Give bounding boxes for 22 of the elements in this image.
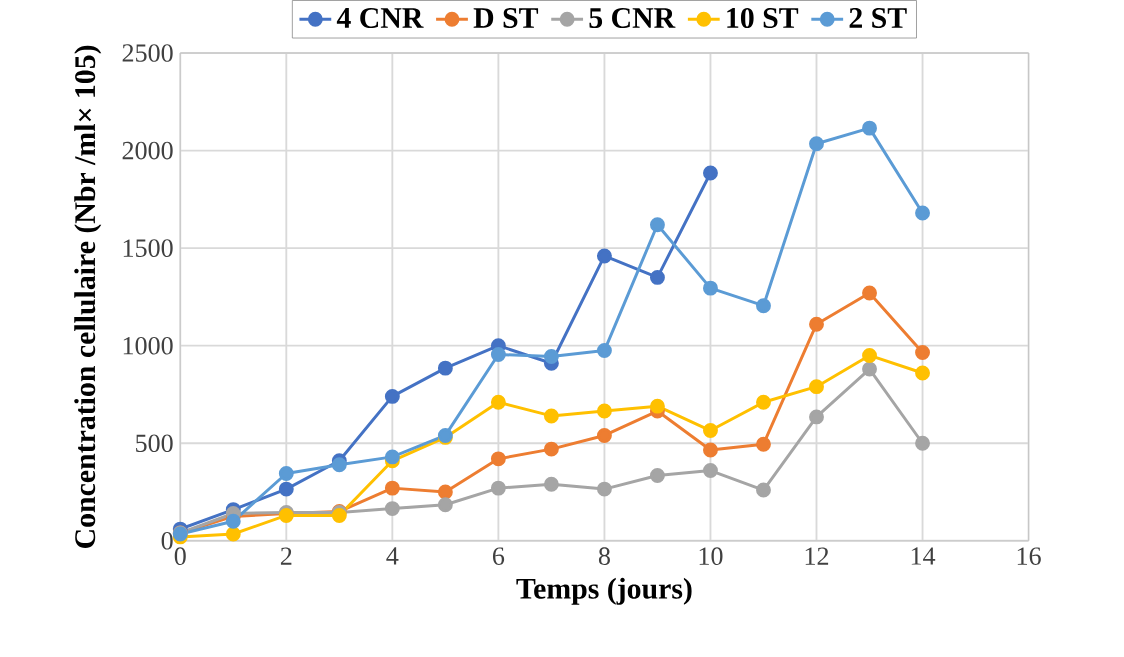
y-tick-label: 1000 xyxy=(123,336,173,355)
y-tick-label: 500 xyxy=(136,434,173,452)
x-tick-label: 0 xyxy=(174,547,186,565)
legend-label: 2 ST xyxy=(849,7,907,28)
legend-label: 4 CNR xyxy=(336,7,424,28)
x-tick-label: 16 xyxy=(1017,547,1041,565)
y-axis-title: Concentration cellulaire (Nbr /ml× 105) xyxy=(74,45,102,548)
legend-label: 10 ST xyxy=(727,7,799,28)
x-tick-label: 2 xyxy=(280,547,292,565)
legend-label: D ST xyxy=(473,7,539,28)
x-tick-label: 14 xyxy=(911,547,936,565)
x-tick-label: 10 xyxy=(699,547,723,565)
x-axis-title: Temps (jours) xyxy=(516,577,692,605)
y-tick-label: 2000 xyxy=(122,141,173,160)
y-tick-label: 2500 xyxy=(122,43,173,62)
legend-label: 5 CNR xyxy=(589,7,676,28)
x-tick-label: 4 xyxy=(386,547,399,565)
x-tick-label: 8 xyxy=(598,547,610,565)
y-tick-label: 0 xyxy=(161,531,173,550)
y-tick-label: 1500 xyxy=(123,239,173,257)
x-tick-label: 6 xyxy=(492,547,505,565)
x-tick-label: 12 xyxy=(805,547,829,565)
